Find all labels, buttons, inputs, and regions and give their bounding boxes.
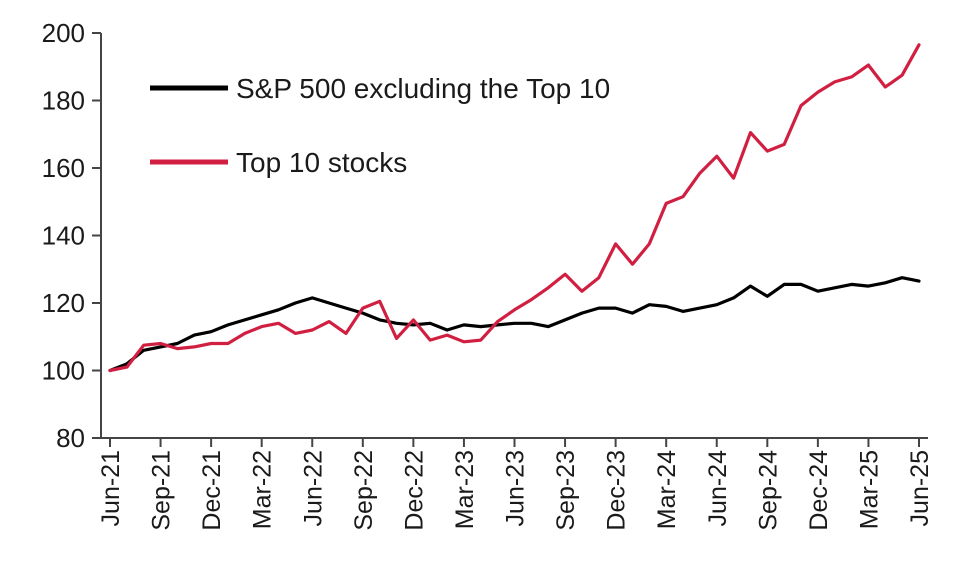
- x-tick-label: Jun-21: [97, 450, 125, 526]
- y-tick-label: 100: [42, 356, 85, 386]
- series-lines: [108, 43, 921, 373]
- x-tick-label: Sep-24: [754, 450, 782, 531]
- legend-label-sp500-ex-top10: S&P 500 excluding the Top 10: [236, 73, 610, 104]
- y-tick-label: 160: [42, 153, 85, 183]
- x-tick-label: Dec-24: [805, 450, 833, 531]
- x-tick-label: Mar-24: [653, 450, 681, 529]
- y-tick-label: 120: [42, 288, 85, 318]
- y-tick-label: 140: [42, 221, 85, 251]
- x-tick-label: Jun-22: [299, 450, 327, 526]
- x-tick-label: Sep-23: [552, 450, 580, 531]
- x-tick-label: Sep-22: [350, 450, 378, 531]
- x-tick-label: Mar-25: [855, 450, 883, 529]
- legend-label-top10: Top 10 stocks: [236, 147, 407, 178]
- line-top10-stocks: [108, 43, 921, 373]
- y-tick-label: 180: [42, 86, 85, 116]
- x-tick-label: Sep-21: [148, 450, 176, 531]
- x-tick-label: Dec-21: [198, 450, 226, 531]
- x-tick-label: Mar-23: [451, 450, 479, 529]
- x-tick-label: Mar-22: [249, 450, 277, 529]
- x-tick-label: Jun-25: [906, 450, 934, 526]
- legend: S&P 500 excluding the Top 10 Top 10 stoc…: [150, 73, 610, 178]
- x-tick-label: Dec-23: [603, 450, 631, 531]
- plot-area: 80 100 120 140 160 180 200 Jun-21 Sep-21 Dec-21 M…: [42, 18, 934, 531]
- x-axis-ticks: Jun-21 Sep-21 Dec-21 Mar-22 Jun-22 Sep-22 Dec-…: [97, 438, 934, 531]
- x-tick-label: Jun-24: [704, 450, 732, 527]
- line-sp500-ex-top10: [108, 276, 921, 373]
- y-tick-label: 80: [56, 423, 85, 453]
- x-tick-label: Dec-22: [400, 450, 428, 531]
- y-tick-label: 200: [42, 18, 85, 48]
- x-tick-label: Jun-23: [502, 450, 530, 526]
- y-axis-ticks: 80 100 120 140 160 180 200: [42, 18, 101, 453]
